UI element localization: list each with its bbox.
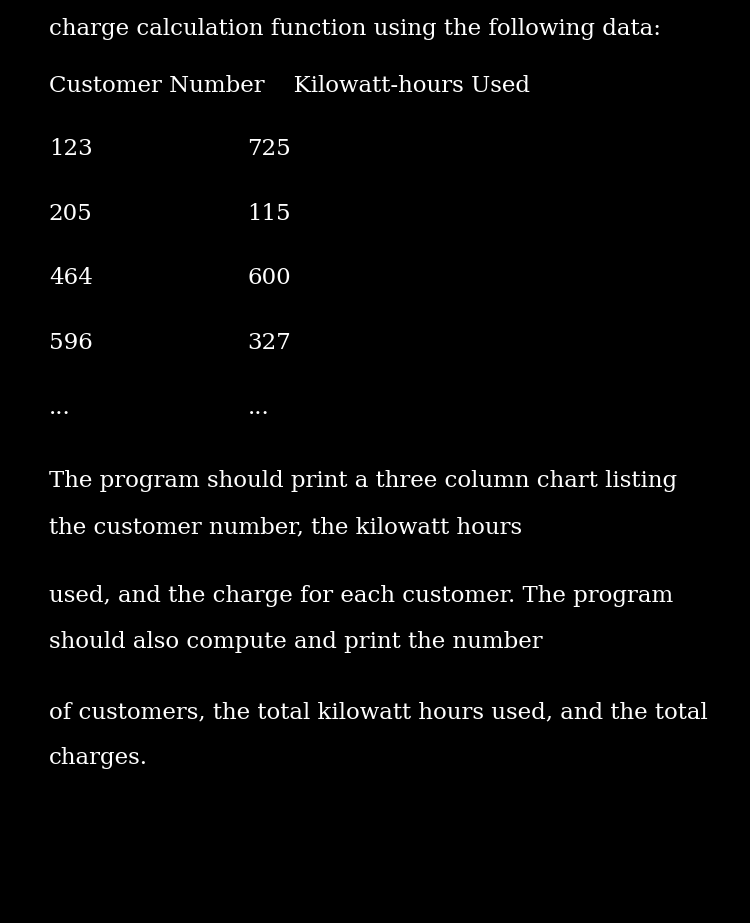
Text: should also compute and print the number: should also compute and print the number: [49, 631, 542, 653]
Text: 205: 205: [49, 203, 92, 224]
Text: The program should print a three column chart listing: The program should print a three column …: [49, 471, 676, 492]
Text: 115: 115: [248, 203, 291, 224]
Text: used, and the charge for each customer. The program: used, and the charge for each customer. …: [49, 585, 673, 606]
Text: 600: 600: [248, 268, 291, 289]
Text: 464: 464: [49, 268, 93, 289]
Text: charges.: charges.: [49, 748, 148, 769]
Text: charge calculation function using the following data:: charge calculation function using the fo…: [49, 18, 661, 40]
Text: Customer Number    Kilowatt-hours Used: Customer Number Kilowatt-hours Used: [49, 76, 530, 97]
Text: of customers, the total kilowatt hours used, and the total: of customers, the total kilowatt hours u…: [49, 701, 707, 723]
Text: 123: 123: [49, 138, 92, 160]
Text: the customer number, the kilowatt hours: the customer number, the kilowatt hours: [49, 517, 522, 538]
Text: 725: 725: [248, 138, 291, 160]
Text: 327: 327: [248, 332, 291, 354]
Text: 596: 596: [49, 332, 93, 354]
Text: ...: ...: [49, 397, 70, 418]
Text: ...: ...: [248, 397, 269, 418]
